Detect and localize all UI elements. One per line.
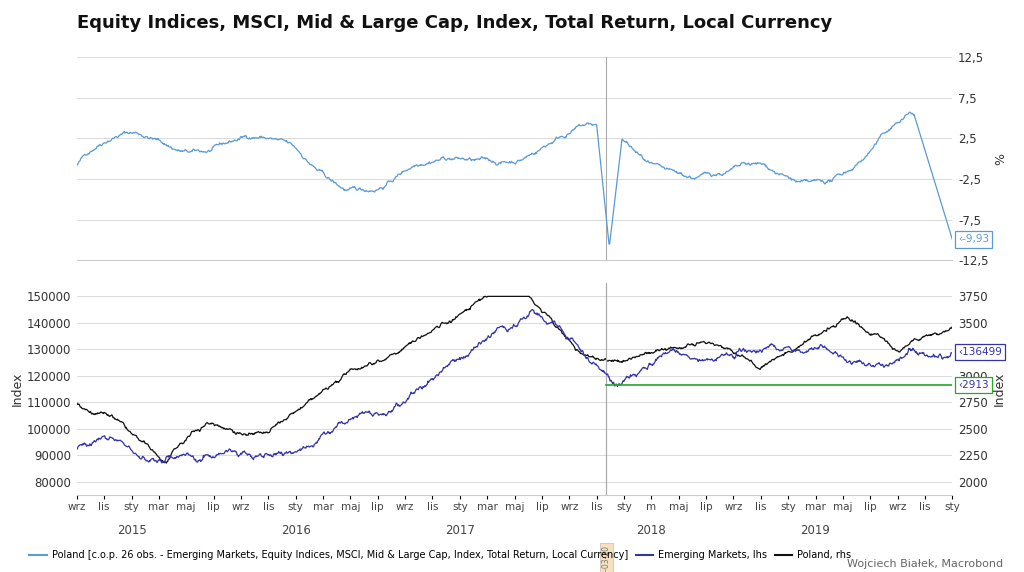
Legend: Poland [c.o.p. 26 obs. - Emerging Markets, Equity Indices, MSCI, Mid & Large Cap: Poland [c.o.p. 26 obs. - Emerging Market… [26, 546, 855, 565]
Text: 2016: 2016 [281, 525, 310, 538]
Y-axis label: %: % [994, 153, 1007, 165]
Text: Wojciech Białek, Macrobond: Wojciech Białek, Macrobond [848, 559, 1004, 569]
Y-axis label: Index: Index [993, 372, 1007, 406]
Text: 2017: 2017 [444, 525, 475, 538]
Text: ‹2913: ‹2913 [957, 380, 988, 390]
Text: 2018: 2018 [637, 525, 667, 538]
Text: 2019: 2019 [801, 525, 830, 538]
Text: ‹136499: ‹136499 [957, 347, 1001, 358]
Text: 2018-03-20: 2018-03-20 [602, 545, 611, 572]
Text: 2015: 2015 [117, 525, 146, 538]
Text: ‹-9,93: ‹-9,93 [957, 235, 989, 244]
Y-axis label: Index: Index [11, 372, 24, 406]
Text: Equity Indices, MSCI, Mid & Large Cap, Index, Total Return, Local Currency: Equity Indices, MSCI, Mid & Large Cap, I… [77, 14, 833, 32]
